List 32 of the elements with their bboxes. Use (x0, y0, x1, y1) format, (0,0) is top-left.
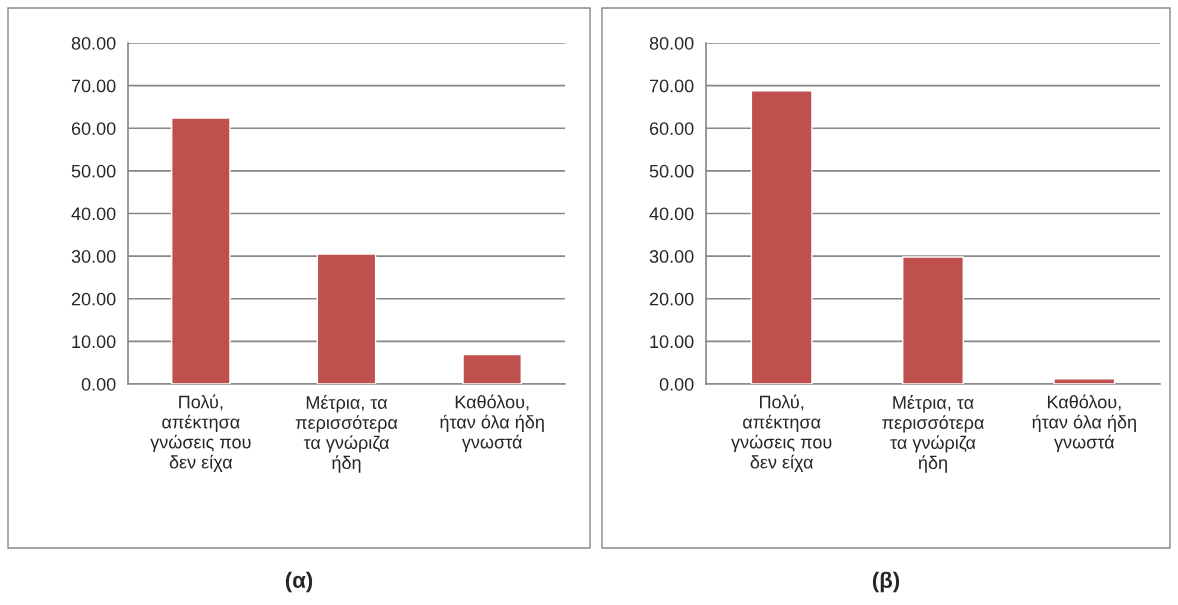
bar (902, 256, 964, 384)
text: (β) (872, 571, 900, 593)
y-tick-label: 10.00 (650, 335, 694, 349)
bar (171, 117, 231, 384)
bar (750, 90, 813, 384)
y-tick-label: 50.00 (71, 164, 116, 178)
x-tick-label: Καθόλου, ήταν όλα ήδη γνωστά (440, 394, 544, 453)
y-tick-label: 10.00 (72, 335, 116, 349)
y-tick-label: 80.00 (649, 36, 694, 50)
y-tick-label: 30.00 (71, 250, 116, 263)
x-tick-label: Μέτρια, τα περισσότερα τα γνώριζα ήδη (295, 395, 398, 473)
text: (α) (285, 571, 313, 593)
bar (462, 353, 522, 384)
y-tick-label: 80.00 (71, 36, 116, 50)
y-tick-label: 60.00 (649, 122, 694, 135)
y-tick-label: 20.00 (71, 292, 116, 306)
y-tick-label: 20.00 (649, 292, 694, 306)
y-tick-label: 40.00 (71, 207, 116, 221)
y-tick-label: 0.00 (659, 377, 694, 391)
y-tick-label: 50.00 (649, 164, 694, 178)
y-tick-label: 70.00 (71, 79, 116, 93)
bar (1053, 378, 1116, 384)
y-tick-label: 70.00 (649, 79, 694, 93)
bar (316, 253, 377, 384)
x-tick-label: Πολύ, απέκτησα γνώσεις που δεν είχα (731, 394, 832, 473)
x-tick-label: Καθόλου, ήταν όλα ήδη γνωστά (1032, 394, 1136, 453)
x-tick-label: Μέτρια, τα περισσότερα τα γνώριζα ήδη (882, 395, 984, 473)
y-tick-label: 0.00 (81, 377, 116, 391)
x-tick-label: Πολύ, απέκτησα γνώσεις που δεν είχα (150, 394, 251, 473)
y-tick-label: 60.00 (71, 122, 116, 135)
y-tick-label: 30.00 (649, 250, 694, 263)
y-tick-label: 40.00 (649, 207, 694, 221)
